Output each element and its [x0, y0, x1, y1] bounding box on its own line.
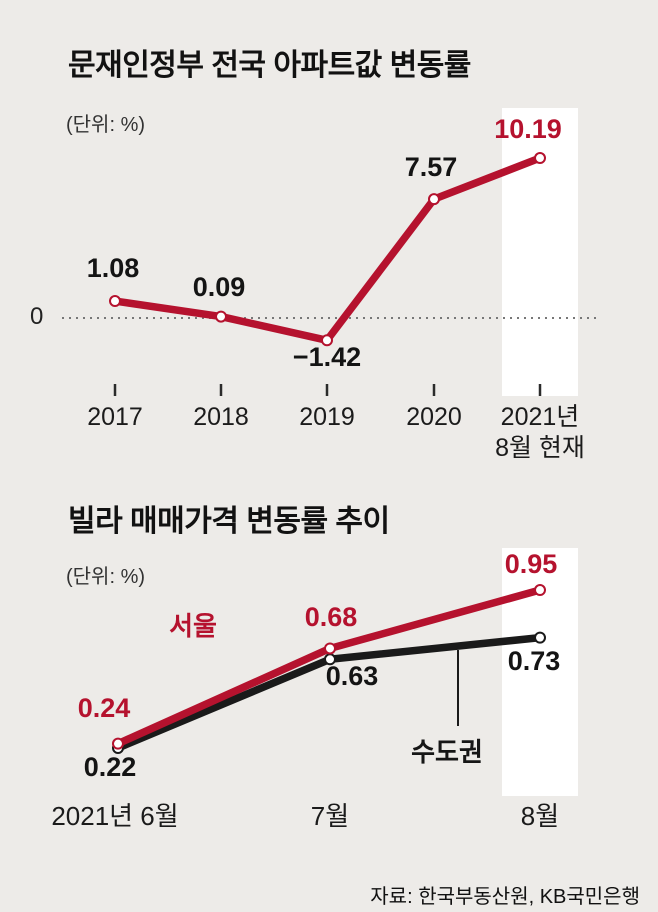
- chart2-xlabel-jun: 2021년 6월: [51, 801, 179, 831]
- chart1-value-2019: −1.42: [292, 342, 362, 372]
- chart2-sudogwon-series-label: 수도권: [411, 737, 483, 767]
- chart1-title: 문재인정부 전국 아파트값 변동률: [68, 49, 471, 82]
- chart2-xlabel-aug: 8월: [520, 801, 560, 831]
- chart2-seoul-value-aug: 0.95: [504, 549, 558, 579]
- chart2-seoul-series-label: 서울: [169, 611, 217, 641]
- chart1-highlight-band: [502, 108, 578, 396]
- chart1-value-2021: 10.19: [494, 114, 562, 144]
- chart1-zero-label: 0: [30, 303, 44, 330]
- chart2-title: 빌라 매매가격 변동률 추이: [68, 505, 390, 538]
- chart2-unit-label: (단위: %): [66, 566, 146, 588]
- chart1-xlabel-2020: 2020: [406, 403, 462, 431]
- chart2-seoul-value-jul: 0.68: [304, 602, 358, 632]
- chart1-value-2020: 7.57: [404, 152, 458, 182]
- chart1-value-2017: 1.08: [86, 253, 140, 283]
- chart1-value-2018: 0.09: [192, 272, 246, 302]
- chart2-seoul-value-jun: 0.24: [77, 693, 131, 723]
- chart2-sudogwon-value-jun: 0.22: [83, 752, 137, 782]
- chart1-xlabel-2018: 2018: [193, 403, 249, 431]
- chart1-x-ticks: [113, 384, 542, 396]
- chart1-xlabel-2017: 2017: [87, 403, 143, 431]
- chart1-xlabel-2019: 2019: [299, 403, 355, 431]
- chart1-xlabel-2021: 2021년 8월 현재: [495, 403, 585, 463]
- chart1-unit-label: (단위: %): [66, 114, 146, 136]
- source-credit: 자료: 한국부동산원, KB국민은행: [370, 886, 640, 908]
- chart2-sudogwon-value-aug: 0.73: [507, 646, 561, 676]
- chart2-sudogwon-value-jul: 0.63: [325, 661, 379, 691]
- chart2-xlabel-jul: 7월: [310, 801, 350, 831]
